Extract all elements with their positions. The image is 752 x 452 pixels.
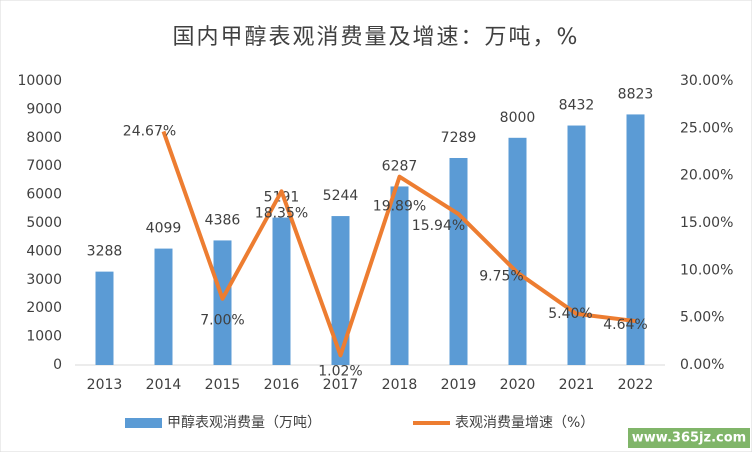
bar-value-label: 8000 <box>500 110 536 126</box>
bar <box>390 186 409 365</box>
x-tick-label: 2020 <box>500 377 536 393</box>
bar-value-label: 5244 <box>323 188 359 204</box>
y-tick-label: 3000 <box>26 272 62 288</box>
bar-value-label: 8823 <box>618 86 654 102</box>
bar-value-label: 4099 <box>146 221 182 237</box>
bar-value-label: 6287 <box>382 158 418 174</box>
y-tick-label: 7000 <box>26 158 62 174</box>
x-tick-label: 2014 <box>146 377 182 393</box>
x-tick-label: 2015 <box>205 377 241 393</box>
y2-tick-label: 20.00% <box>680 168 733 184</box>
y2-tick-label: 0.00% <box>680 357 724 373</box>
bar <box>567 125 586 366</box>
x-tick-label: 2021 <box>559 377 595 393</box>
bar <box>213 240 232 365</box>
line-value-label: 15.94% <box>412 218 465 234</box>
bar <box>154 248 173 365</box>
legend-label: 甲醇表观消费量（万吨） <box>167 414 321 431</box>
x-tick-label: 2022 <box>618 377 654 393</box>
y-tick-label: 2000 <box>26 300 62 316</box>
line-value-label: 7.00% <box>200 313 244 329</box>
y2-tick-label: 5.00% <box>680 310 724 326</box>
y-tick-label: 8000 <box>26 130 62 146</box>
line-value-label: 1.02% <box>318 363 362 379</box>
y2-tick-label: 25.00% <box>680 120 733 136</box>
y-tick-label: 6000 <box>26 187 62 203</box>
chart-title: 国内甲醇表观消费量及增速：万吨，% <box>173 25 580 50</box>
legend-swatch <box>125 418 162 428</box>
y-tick-label: 1000 <box>26 329 62 345</box>
bar <box>272 217 291 365</box>
line-value-label: 18.35% <box>255 205 308 221</box>
bar <box>95 271 114 365</box>
line-value-label: 24.67% <box>123 123 176 139</box>
y-tick-label: 0 <box>53 357 62 373</box>
y2-tick-label: 30.00% <box>680 73 733 89</box>
x-tick-label: 2013 <box>87 377 123 393</box>
y-tick-label: 9000 <box>26 101 62 117</box>
bar-value-label: 8432 <box>559 98 595 114</box>
bar <box>626 114 645 365</box>
watermark-bg <box>628 428 750 448</box>
line <box>161 130 636 358</box>
bar-value-label: 7289 <box>441 130 477 146</box>
y2-tick-label: 10.00% <box>680 262 733 278</box>
bar <box>508 137 527 365</box>
bar-value-label: 4386 <box>205 212 241 228</box>
line-value-label: 5.40% <box>548 306 592 322</box>
x-tick-label: 2016 <box>264 377 300 393</box>
y-tick-label: 10000 <box>17 73 62 89</box>
bar-value-label: 3288 <box>87 244 123 260</box>
x-tick-label: 2018 <box>382 377 418 393</box>
bar-value-label: 5191 <box>264 190 300 206</box>
y-tick-label: 5000 <box>26 215 62 231</box>
bar <box>331 216 350 365</box>
x-tick-label: 2017 <box>323 377 359 393</box>
legend-label: 表观消费量增速（%） <box>455 415 594 431</box>
line-value-label: 9.75% <box>479 269 523 285</box>
line-value-label: 4.64% <box>603 317 647 333</box>
line-value-label: 19.89% <box>373 199 426 215</box>
watermark: www.365jz.com <box>632 431 746 446</box>
bar <box>449 157 468 365</box>
y-tick-label: 4000 <box>26 243 62 259</box>
y2-tick-label: 15.00% <box>680 215 733 231</box>
x-tick-label: 2019 <box>441 377 477 393</box>
